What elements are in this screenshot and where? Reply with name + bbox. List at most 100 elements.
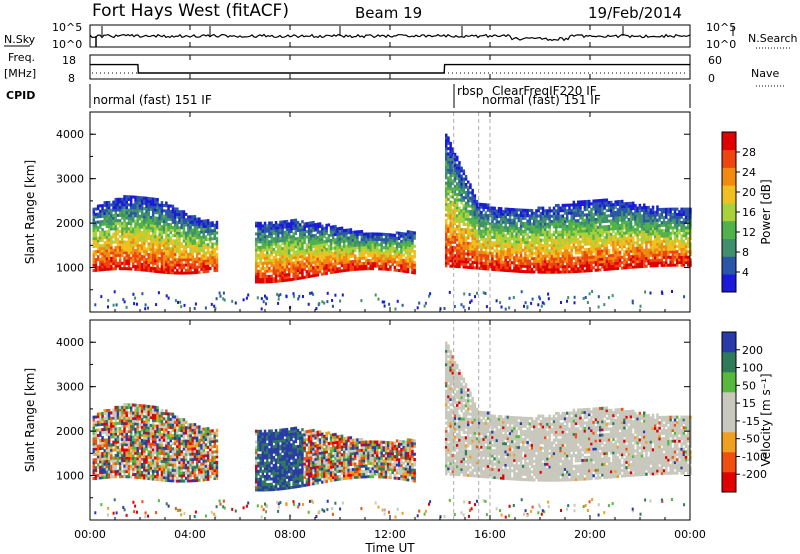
power-cell	[270, 280, 273, 284]
power-cell	[632, 201, 635, 205]
power-cell	[517, 245, 521, 249]
power-cell	[528, 243, 532, 247]
power-cell	[484, 243, 488, 247]
power-cell	[340, 258, 344, 262]
power-cell	[511, 213, 514, 217]
power-cell	[294, 250, 298, 254]
power-cell	[583, 248, 587, 252]
power-cell	[453, 200, 457, 204]
power-cell	[550, 241, 554, 245]
power-cell	[391, 233, 394, 237]
power-cell	[140, 206, 144, 210]
power-cell	[594, 231, 598, 235]
power-cell	[103, 257, 106, 261]
power-cell	[138, 262, 142, 266]
power-cell	[349, 241, 353, 245]
power-cell	[447, 243, 450, 247]
power-cell	[579, 213, 582, 217]
power-cell	[579, 203, 582, 207]
power-cell	[596, 244, 600, 248]
power-cell	[552, 233, 556, 237]
power-cell	[294, 229, 298, 233]
power-cell	[151, 242, 155, 246]
power-cell	[140, 246, 144, 250]
power-cell	[557, 219, 560, 223]
power-cell	[570, 219, 573, 223]
power-cell	[114, 235, 117, 239]
power-cell	[449, 224, 452, 228]
power-cell	[645, 259, 648, 263]
power-cell	[382, 238, 386, 242]
power-cell	[484, 232, 488, 236]
power-cell	[566, 230, 569, 234]
power-cell	[118, 224, 122, 228]
power-cell	[165, 214, 168, 218]
power-cell	[451, 171, 455, 175]
power-cell	[154, 256, 157, 260]
power-cell	[285, 262, 289, 266]
power-cell	[588, 221, 591, 225]
power-cell	[585, 202, 589, 206]
power-cell	[643, 251, 646, 255]
power-cell	[480, 245, 483, 249]
power-cell	[105, 241, 109, 245]
power-cell	[334, 264, 337, 268]
power-cell	[365, 251, 368, 255]
power-cell	[557, 238, 560, 242]
power-cell	[660, 210, 664, 214]
power-cell	[263, 224, 267, 228]
power-cell	[473, 255, 477, 259]
power-cell	[380, 256, 383, 260]
power-cell	[623, 242, 626, 246]
power-cell	[667, 223, 670, 227]
power-cell	[343, 247, 346, 251]
power-cell	[640, 238, 644, 242]
power-cell	[478, 240, 481, 244]
power-cell	[134, 206, 137, 210]
power-cell	[449, 251, 452, 255]
power-cell	[500, 228, 503, 232]
power-cell	[605, 249, 609, 253]
power-cell	[283, 230, 287, 234]
power-cell	[318, 246, 322, 250]
power-cell	[167, 268, 170, 272]
power-cell	[123, 240, 126, 244]
power-cell	[546, 270, 549, 274]
power-cell	[475, 237, 479, 241]
power-cell	[623, 207, 626, 211]
power-cell	[404, 251, 408, 255]
power-cell	[533, 270, 536, 274]
power-cell	[550, 244, 554, 248]
power-cell	[651, 205, 655, 209]
power-cell	[261, 248, 265, 252]
power-cell	[577, 213, 580, 217]
power-cell	[145, 236, 148, 240]
power-cell	[513, 245, 516, 249]
power-cell	[561, 262, 565, 266]
power-cell	[570, 264, 573, 268]
power-cell	[303, 275, 306, 279]
power-cell	[460, 201, 463, 205]
power-cell	[149, 221, 153, 225]
power-cell	[445, 165, 448, 169]
power-cell	[669, 221, 672, 225]
power-cell	[656, 240, 659, 244]
power-cell	[156, 270, 159, 274]
power-cell	[464, 183, 468, 187]
power-cell	[255, 243, 258, 247]
power-cell	[145, 263, 148, 267]
power-cell	[281, 239, 284, 243]
power-cell	[334, 267, 337, 271]
power-cell	[462, 246, 466, 250]
power-cell	[574, 248, 578, 252]
power-cell	[508, 242, 512, 246]
power-cell	[456, 169, 459, 173]
power-cell	[491, 235, 494, 239]
power-cell	[467, 204, 470, 208]
power-cell	[288, 227, 291, 231]
power-cell	[154, 205, 157, 209]
power-cell	[114, 216, 117, 220]
power-cell	[301, 252, 304, 256]
power-cell	[198, 257, 201, 261]
power-cell	[323, 226, 326, 230]
